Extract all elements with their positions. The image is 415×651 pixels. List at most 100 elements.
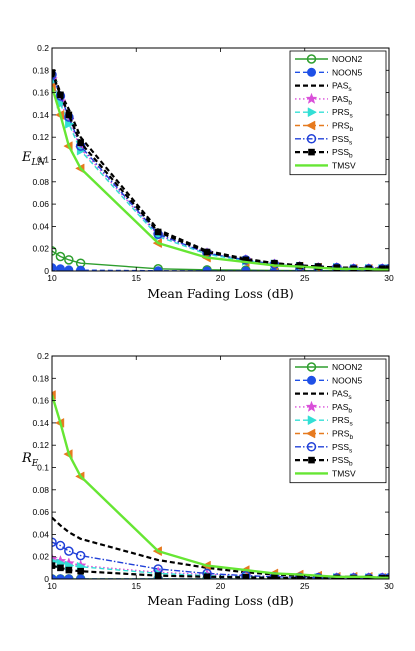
y-tick-label: 0.18 xyxy=(32,373,49,383)
legend-marker xyxy=(307,107,318,118)
y-tick-label: 0 xyxy=(44,574,49,584)
legend-label: PASb xyxy=(332,402,352,415)
legend-label: NOON2 xyxy=(332,54,363,64)
data-point-noon2-0 xyxy=(52,246,57,256)
series-line-tmsv xyxy=(52,86,389,271)
legend-label: PASb xyxy=(332,94,352,107)
x-tick-label: 25 xyxy=(300,273,310,283)
data-point-pss-b-8 xyxy=(296,574,303,579)
legend-label-name: NOON5 xyxy=(332,375,363,385)
y-tick-label: 0.12 xyxy=(32,440,49,450)
legend-label: PRSb xyxy=(332,429,353,442)
y-tick-label: 0.02 xyxy=(32,552,49,562)
data-point-noon5-1 xyxy=(55,264,65,271)
y-tick-label: 0.16 xyxy=(32,396,49,406)
legend-label: TMSV xyxy=(332,468,356,478)
legend-label: PSSs xyxy=(332,134,353,147)
y-tick-label: 0.12 xyxy=(32,132,49,142)
data-point-pss-b-2 xyxy=(65,111,73,119)
legend-label: PSSb xyxy=(332,455,353,468)
legend-label-sub: b xyxy=(348,407,352,414)
legend-label-name: TMSV xyxy=(332,468,356,478)
legend-label-name: NOON2 xyxy=(332,362,363,372)
y-tick-label: 0.2 xyxy=(37,351,49,361)
legend-marker xyxy=(307,415,318,426)
legend-marker xyxy=(307,375,316,385)
y-axis-label-sub: E xyxy=(31,459,39,469)
x-axis-label: Mean Fading Loss (dB) xyxy=(147,286,294,301)
x-tick-label: 10 xyxy=(47,581,57,591)
legend-label: PSSb xyxy=(332,147,353,160)
series-line-tmsv xyxy=(52,394,389,579)
y-tick-label: 0.06 xyxy=(32,199,49,209)
legend-label-name: PSS xyxy=(332,147,349,157)
series-line-pss-b xyxy=(52,564,389,579)
legend-label-sub: s xyxy=(348,394,352,401)
legend-label-sub: s xyxy=(349,447,353,454)
data-point-noon5-2 xyxy=(64,265,74,271)
legend-marker xyxy=(308,456,315,464)
legend-label-name: PRS xyxy=(332,429,350,439)
y-tick-label: 0.2 xyxy=(37,43,49,53)
data-point-pss-b-5 xyxy=(203,573,211,579)
legend-label-sub: b xyxy=(349,153,353,160)
y-axis-label: ELN xyxy=(21,150,46,168)
legend-label-name: PAS xyxy=(332,81,349,91)
x-tick-label: 15 xyxy=(132,273,142,283)
legend-marker xyxy=(305,92,318,104)
legend-marker xyxy=(306,442,317,452)
x-tick-label: 20 xyxy=(216,273,226,283)
y-tick-label: 0.16 xyxy=(32,88,49,98)
y-tick-label: 0.14 xyxy=(32,110,49,120)
legend-label-sub: b xyxy=(349,126,353,133)
legend-marker xyxy=(306,54,317,64)
legend-marker xyxy=(306,362,317,372)
chart-panel-2: 0 0.02 0.04 0.06 0.08 0.1 0.12 0.14 0.16 0.18 0.2 1… xyxy=(21,351,394,608)
legend-label-name: NOON5 xyxy=(332,67,363,77)
x-tick-label: 30 xyxy=(384,581,394,591)
y-tick-label: 0.08 xyxy=(32,485,49,495)
data-point-pss-s-0 xyxy=(52,70,57,80)
y-tick-label: 0.06 xyxy=(32,507,49,517)
legend-marker xyxy=(305,428,316,439)
legend-label: PRSb xyxy=(332,121,353,134)
legend-label-sub: s xyxy=(349,421,353,428)
data-point-pss-b-1 xyxy=(57,91,64,99)
legend-marker xyxy=(305,400,318,412)
x-tick-label: 15 xyxy=(132,581,142,591)
data-point-pss-b-7 xyxy=(271,574,278,579)
legend-label: PSSs xyxy=(332,442,353,455)
data-point-pss-s-9 xyxy=(313,572,323,579)
data-point-noon2-2 xyxy=(64,255,74,265)
y-tick-label: 0.04 xyxy=(32,529,49,539)
data-point-pss-s-6 xyxy=(241,570,251,579)
data-point-pss-b-3 xyxy=(77,139,84,147)
legend-label-sub: b xyxy=(348,99,352,106)
legend-label-name: TMSV xyxy=(332,160,356,170)
legend-label-sub: b xyxy=(349,434,353,441)
legend-label-name: PRS xyxy=(332,107,350,117)
legend-marker xyxy=(307,67,316,77)
legend-label-name: PSS xyxy=(332,455,349,465)
data-point-pss-b-6 xyxy=(242,574,250,579)
legend-marker xyxy=(305,120,316,131)
legend-label-sub: s xyxy=(349,113,353,120)
legend-label-sub: s xyxy=(349,139,353,146)
data-point-pss-b-4 xyxy=(154,228,162,236)
y-axis-label-sub: LN xyxy=(31,158,47,168)
y-tick-label: 0.18 xyxy=(32,65,49,75)
legend-marker xyxy=(308,148,315,156)
y-tick-label: 0.02 xyxy=(32,244,49,254)
data-point-noon5-3 xyxy=(76,265,86,271)
data-point-pss-s-3 xyxy=(75,550,86,561)
data-point-pss-b-1 xyxy=(57,564,64,572)
data-point-pss-s-2 xyxy=(64,546,74,556)
chart-panel-1: 0 0.02 0.04 0.06 0.08 0.1 0.12 0.14 0.16 0.18 0.2 1… xyxy=(21,43,394,301)
x-axis-label: Mean Fading Loss (dB) xyxy=(147,593,294,608)
legend-label-sub: b xyxy=(349,461,353,468)
legend-label-name: NOON2 xyxy=(332,54,363,64)
legend-label-sub: s xyxy=(348,86,352,93)
